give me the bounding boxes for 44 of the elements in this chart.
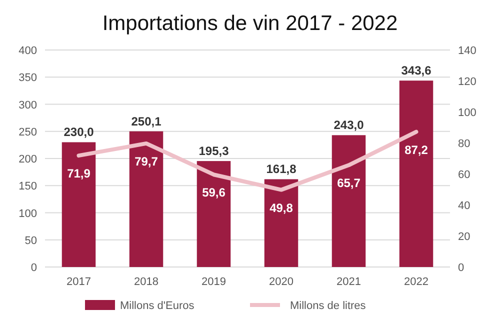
y2-tick-label: 100: [458, 107, 476, 119]
x-tick-label: 2019: [202, 276, 226, 288]
data-label: 243,0: [334, 118, 364, 132]
data-label: 230,0: [64, 125, 94, 140]
legend-label: Millons de litres: [290, 300, 366, 312]
y2-tick-label: 120: [458, 76, 476, 88]
data-label: 250,1: [131, 114, 162, 128]
data-label: 161,8: [266, 162, 297, 176]
x-tick-label: 2018: [134, 276, 158, 288]
y-tick-label: 0: [30, 262, 37, 274]
y2-tick-label: 40: [458, 200, 470, 212]
y2-tick-label: 20: [458, 231, 470, 243]
x-tick-label: 2022: [404, 276, 428, 288]
x-tick-label: 2021: [336, 276, 361, 288]
data-label: 59,6: [202, 186, 226, 200]
data-label: 49,8: [270, 200, 294, 215]
y-tick-label: 150: [18, 180, 37, 193]
bar: [332, 135, 366, 267]
y-tick-label: 250: [18, 126, 37, 138]
y-tick-label: 400: [18, 45, 37, 57]
data-label: 79,7: [134, 154, 158, 168]
y2-tick-label: 80: [458, 138, 470, 150]
data-label: 87,2: [404, 142, 428, 157]
y-tick-label: 50: [24, 234, 37, 247]
data-label: 65,7: [337, 176, 361, 190]
y2-tick-label: 60: [458, 169, 470, 181]
y-tick-label: 100: [18, 208, 37, 220]
x-tick-label: 2020: [269, 276, 294, 288]
bar: [196, 161, 231, 267]
bar: [399, 80, 434, 267]
y2-tick-label: 140: [458, 45, 476, 57]
x-tick-label: 2017: [66, 276, 91, 288]
y-tick-label: 200: [18, 154, 37, 166]
data-label: 195,3: [198, 144, 230, 158]
data-label: 71,9: [67, 166, 91, 181]
y2-tick-label: 0: [458, 262, 464, 274]
chart-title: Importations de vin 2017 - 2022: [102, 12, 398, 35]
y-tick-label: 350: [18, 72, 37, 84]
y-tick-label: 300: [18, 99, 37, 112]
bar: [129, 131, 164, 267]
bar: [62, 142, 96, 267]
data-label: 343,6: [401, 64, 432, 78]
bar: [264, 179, 298, 267]
legend-label: Millons d'Euros: [120, 300, 195, 312]
